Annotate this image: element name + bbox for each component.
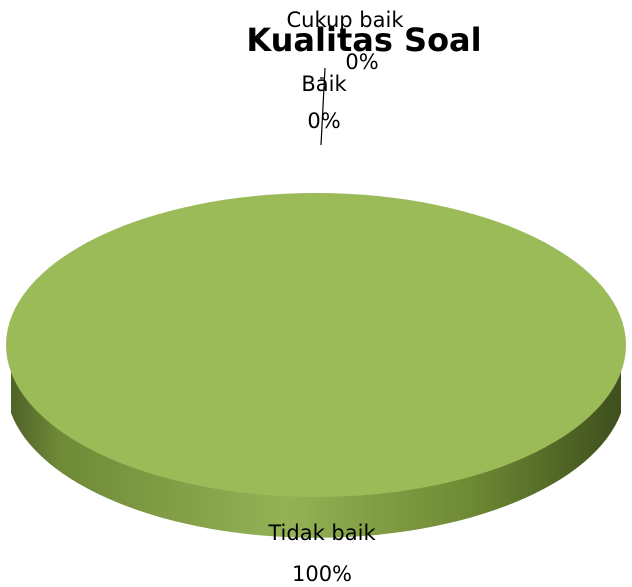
chart-title: Kualitas Soal bbox=[246, 21, 481, 59]
pie-slice-side-tidak-baik bbox=[11, 345, 621, 538]
pie-slice-tidak-baik bbox=[6, 193, 626, 497]
leader-line-cukup-baik bbox=[320, 67, 326, 146]
data-label-tidak-baik-value: 100% bbox=[292, 562, 352, 586]
data-label-cukup-baik-value: 0% bbox=[345, 50, 378, 74]
data-label-cukup-baik-name: Cukup baik bbox=[287, 8, 405, 32]
data-label-baik-value: 0% bbox=[307, 109, 340, 133]
data-label-tidak-baik-name: Tidak baik bbox=[267, 521, 376, 545]
data-label-baik-name: Baik bbox=[301, 72, 347, 96]
